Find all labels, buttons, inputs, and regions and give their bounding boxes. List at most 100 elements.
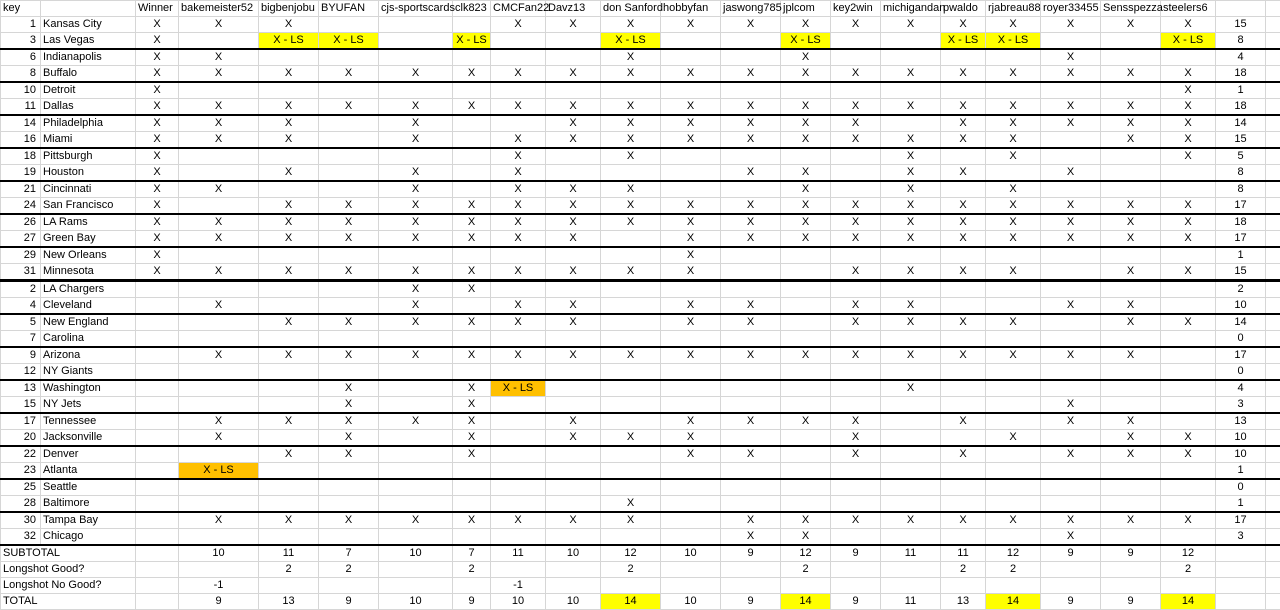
winner-cell[interactable] [136,463,179,480]
pick-cell[interactable]: X [259,99,319,116]
pick-cell[interactable] [781,479,831,496]
pick-cell[interactable]: X [546,115,601,132]
pick-cell[interactable] [781,314,831,331]
pick-cell[interactable]: X [379,413,453,430]
pick-cell[interactable]: X [881,314,941,331]
pick-cell[interactable] [546,397,601,414]
summary-value-cell[interactable]: 2 [259,562,319,578]
pick-cell[interactable] [881,496,941,513]
pick-cell[interactable]: X [379,214,453,231]
pick-cell[interactable] [491,364,546,381]
pick-cell[interactable]: X [1101,115,1161,132]
pick-cell[interactable]: X [453,231,491,248]
pick-cell[interactable] [831,496,881,513]
pick-cell[interactable]: X [379,347,453,364]
row-total-cell[interactable]: 13 [1216,413,1266,430]
pick-cell[interactable] [986,446,1041,463]
pick-cell[interactable]: X [781,413,831,430]
summary-value-cell[interactable]: 14 [1161,594,1216,610]
pick-cell[interactable] [1041,314,1101,331]
pick-cell[interactable] [546,82,601,99]
column-header-royer33455[interactable]: royer33455 [1041,1,1101,17]
key-cell[interactable]: 20 [1,430,41,447]
team-name-cell[interactable]: Baltimore [41,496,136,513]
pick-cell[interactable]: X [546,181,601,198]
pick-cell[interactable]: X [546,413,601,430]
pick-cell[interactable] [986,331,1041,348]
pick-cell[interactable]: X [379,314,453,331]
key-cell[interactable]: 4 [1,298,41,315]
pick-cell[interactable] [319,132,379,149]
pick-cell[interactable]: X [721,99,781,116]
pick-cell[interactable] [941,281,986,298]
summary-value-cell[interactable]: 10 [179,545,259,562]
pick-cell[interactable] [1161,413,1216,430]
pick-cell[interactable]: X [259,66,319,83]
pick-cell[interactable] [453,298,491,315]
summary-value-cell[interactable] [986,578,1041,594]
pick-cell[interactable]: X [379,198,453,215]
summary-value-cell[interactable] [1041,578,1101,594]
key-cell[interactable]: 3 [1,33,41,50]
pick-cell[interactable] [319,298,379,315]
summary-value-cell[interactable]: 11 [941,545,986,562]
pick-cell[interactable]: X [601,17,661,33]
pick-cell[interactable] [781,264,831,281]
key-cell[interactable]: 18 [1,148,41,165]
pick-cell[interactable] [941,430,986,447]
pick-cell[interactable] [661,148,721,165]
pick-cell[interactable]: X [546,66,601,83]
winner-cell[interactable] [136,529,179,546]
team-name-cell[interactable]: New England [41,314,136,331]
pick-cell[interactable]: X [379,264,453,281]
pick-cell[interactable] [941,380,986,397]
summary-value-cell[interactable]: 7 [453,545,491,562]
pick-cell[interactable] [831,82,881,99]
pick-cell[interactable] [491,479,546,496]
pick-cell[interactable]: X [661,132,721,149]
pick-cell[interactable]: X [453,198,491,215]
pick-cell[interactable] [881,413,941,430]
key-cell[interactable]: 31 [1,264,41,281]
winner-cell[interactable] [136,331,179,348]
pick-cell[interactable]: X [259,314,319,331]
pick-cell[interactable] [1041,463,1101,480]
pick-cell[interactable] [831,380,881,397]
pick-cell[interactable]: X [1041,115,1101,132]
pick-cell[interactable]: X [1041,512,1101,529]
pick-cell[interactable] [781,463,831,480]
pick-cell[interactable]: X [319,198,379,215]
pick-cell[interactable] [1161,364,1216,381]
summary-value-cell[interactable]: 2 [986,562,1041,578]
team-name-cell[interactable]: New Orleans [41,247,136,264]
winner-cell[interactable] [136,314,179,331]
pick-cell[interactable] [259,82,319,99]
pick-cell[interactable] [986,413,1041,430]
column-header-key2win[interactable]: key2win [831,1,881,17]
pick-cell[interactable]: X [1101,231,1161,248]
pick-cell[interactable]: X [319,214,379,231]
summary-value-cell[interactable]: 9 [1041,545,1101,562]
pick-cell[interactable] [661,496,721,513]
pick-cell[interactable] [491,49,546,66]
pick-cell[interactable] [661,380,721,397]
pick-cell[interactable] [986,298,1041,315]
summary-value-cell[interactable]: 11 [881,545,941,562]
summary-value-cell[interactable]: 2 [601,562,661,578]
pick-cell[interactable]: X [453,214,491,231]
pick-cell[interactable]: X [986,17,1041,33]
summary-value-cell[interactable]: 11 [881,594,941,610]
pick-cell[interactable]: X [721,17,781,33]
pick-cell[interactable] [781,331,831,348]
pick-cell[interactable] [881,115,941,132]
pick-cell[interactable] [179,247,259,264]
pick-cell[interactable]: X [781,512,831,529]
pick-cell[interactable] [1161,281,1216,298]
pick-cell[interactable] [986,82,1041,99]
pick-cell[interactable]: X [453,264,491,281]
pick-cell[interactable] [1161,331,1216,348]
summary-value-cell[interactable] [1041,562,1101,578]
pick-cell[interactable] [941,479,986,496]
pick-cell[interactable] [453,364,491,381]
pick-cell[interactable]: X [379,132,453,149]
